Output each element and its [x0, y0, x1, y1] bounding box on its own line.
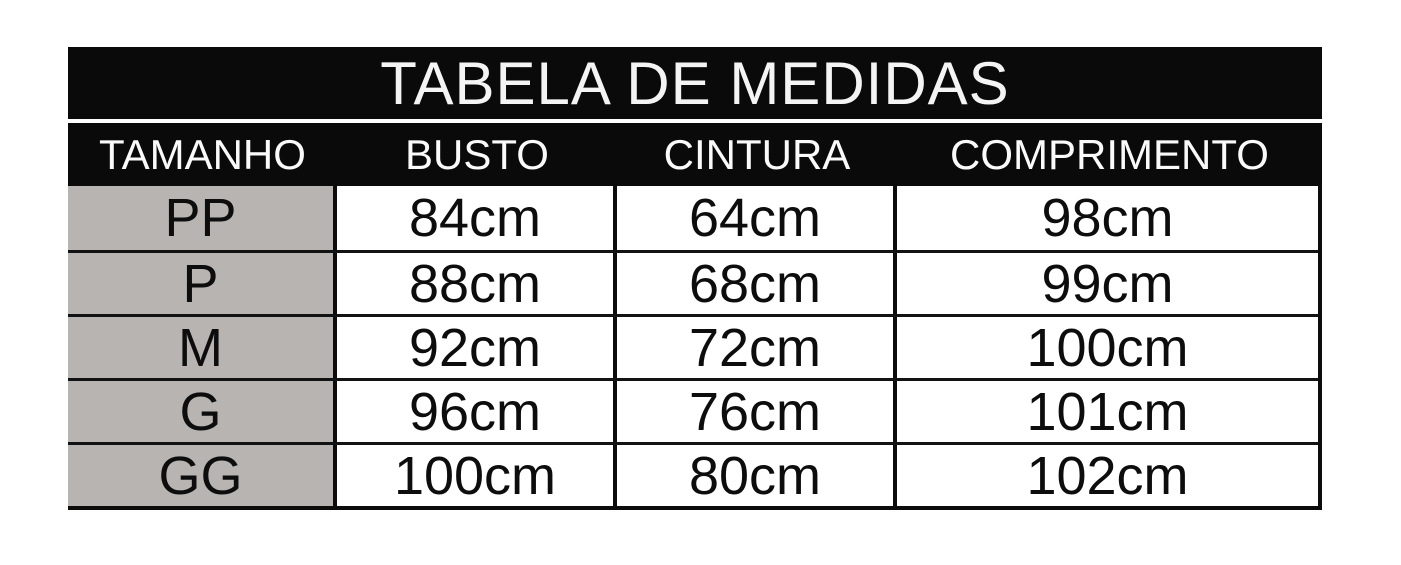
cell-comprimento: 99cm	[897, 253, 1318, 314]
cell-size: P	[68, 253, 337, 314]
cell-cintura: 80cm	[617, 445, 897, 506]
table-row-gg: GG 100cm 80cm 102cm	[68, 442, 1318, 506]
cell-comprimento: 98cm	[897, 186, 1318, 250]
cell-size: G	[68, 381, 337, 442]
table-row-p: P 88cm 68cm 99cm	[68, 250, 1318, 314]
column-header-busto: BUSTO	[405, 130, 549, 178]
cell-busto: 84cm	[337, 186, 617, 250]
table-title: TABELA DE MEDIDAS	[380, 49, 1010, 117]
cell-cintura: 76cm	[617, 381, 897, 442]
cell-busto: 88cm	[337, 253, 617, 314]
table-body: PP 84cm 64cm 98cm P 88cm 68cm 99cm M 92c…	[68, 186, 1322, 510]
cell-size: PP	[68, 186, 337, 250]
table-row-g: G 96cm 76cm 101cm	[68, 378, 1318, 442]
cell-cintura: 68cm	[617, 253, 897, 314]
cell-busto: 92cm	[337, 317, 617, 378]
column-header-cintura: CINTURA	[663, 130, 851, 178]
cell-cintura: 72cm	[617, 317, 897, 378]
table-title-bar: TABELA DE MEDIDAS	[68, 47, 1322, 119]
table-row-m: M 92cm 72cm 100cm	[68, 314, 1318, 378]
cell-busto: 96cm	[337, 381, 617, 442]
cell-size: GG	[68, 445, 337, 506]
cell-comprimento: 101cm	[897, 381, 1318, 442]
column-header-comprimento: COMPRIMENTO	[950, 130, 1269, 178]
cell-busto: 100cm	[337, 445, 617, 506]
cell-comprimento: 100cm	[897, 317, 1318, 378]
cell-size: M	[68, 317, 337, 378]
cell-comprimento: 102cm	[897, 445, 1318, 506]
table-row-pp: PP 84cm 64cm 98cm	[68, 186, 1318, 250]
column-header-tamanho: TAMANHO	[99, 130, 306, 178]
table-header-row: TAMANHO BUSTO CINTURA COMPRIMENTO	[68, 123, 1322, 186]
cell-cintura: 64cm	[617, 186, 897, 250]
size-chart-table: TABELA DE MEDIDAS TAMANHO BUSTO CINTURA …	[68, 47, 1322, 510]
